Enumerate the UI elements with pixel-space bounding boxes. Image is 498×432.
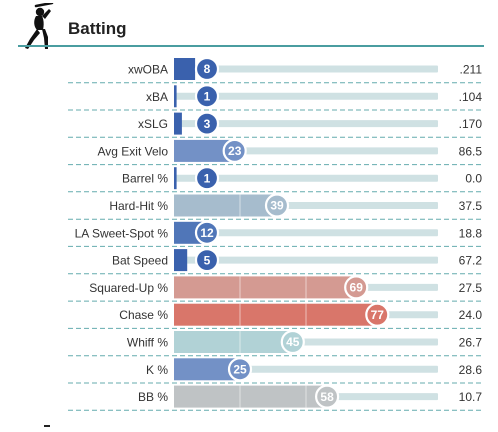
percentile-bubble	[264, 193, 290, 218]
percentile-bar	[174, 276, 357, 299]
percentile-bubble	[194, 166, 220, 191]
percentile-bubble	[222, 138, 247, 163]
percentile-label: 45	[286, 335, 300, 349]
metric-label: LA Sweet-Spot %	[75, 226, 169, 240]
percentile-track	[174, 229, 438, 237]
percentile-label: 5	[204, 253, 211, 267]
percentile-bubble	[194, 84, 220, 109]
metric-label: xSLG	[138, 117, 168, 131]
percentile-label: 69	[350, 281, 364, 295]
metric-label: Bat Speed	[112, 254, 168, 268]
percentile-label: 1	[204, 90, 211, 104]
percentile-label: 3	[204, 117, 211, 131]
percentile-label: 77	[371, 308, 385, 322]
percentile-bubble	[194, 111, 220, 136]
percentile-label: 39	[270, 199, 284, 213]
batter-icon	[25, 3, 54, 49]
percentile-bar	[174, 331, 293, 353]
percentile-bar	[174, 358, 240, 381]
percentile-bubble	[194, 56, 220, 82]
metric-value: 10.7	[459, 390, 483, 404]
percentile-bubble	[227, 357, 253, 382]
percentile-track	[174, 256, 438, 264]
metric-label: Whiff %	[127, 336, 168, 350]
metric-value: 28.6	[459, 363, 483, 377]
percentile-bubble	[280, 329, 305, 355]
percentile-bar	[174, 85, 177, 108]
metric-value: 67.2	[459, 254, 483, 268]
percentile-track	[174, 65, 438, 73]
metric-value: 0.0	[465, 172, 482, 186]
metric-label: K %	[146, 363, 168, 377]
metric-value: 24.0	[459, 308, 483, 322]
percentile-bar	[174, 249, 188, 272]
percentile-label: 25	[233, 363, 247, 377]
metric-value: 27.5	[459, 281, 483, 295]
metric-value: 18.8	[459, 226, 483, 240]
metric-label: Hard-Hit %	[109, 199, 168, 213]
percentile-bar	[174, 303, 378, 326]
percentile-bubble	[344, 275, 369, 300]
metric-value: .170	[459, 117, 483, 131]
percentile-bar	[174, 167, 177, 190]
metric-value: 26.7	[459, 336, 483, 350]
section-title: Batting	[68, 19, 127, 38]
percentile-track	[174, 120, 438, 128]
percentile-label: 58	[320, 390, 334, 404]
percentile-bar	[174, 58, 196, 80]
footer-mark	[44, 425, 50, 427]
metric-value: 86.5	[459, 144, 483, 158]
percentile-track	[174, 174, 438, 182]
metric-label: Squared-Up %	[89, 281, 168, 295]
metric-label: Avg Exit Velo	[98, 144, 169, 158]
section-header: Batting	[0, 0, 498, 52]
percentile-label: 8	[204, 62, 211, 76]
percentile-bar	[174, 139, 235, 162]
metric-value: .104	[459, 90, 483, 104]
percentile-bar	[174, 194, 277, 217]
percentile-bubble	[315, 384, 340, 409]
metric-value: 37.5	[459, 199, 483, 213]
percentile-bubble	[194, 248, 220, 273]
percentile-bar	[174, 385, 328, 408]
header-rule	[18, 45, 484, 47]
metric-label: Barrel %	[122, 172, 168, 186]
percentile-label: 12	[200, 226, 214, 240]
metric-label: Chase %	[119, 308, 168, 322]
percentile-label: 1	[204, 171, 211, 185]
percentile-label: 23	[228, 144, 242, 158]
metric-label: xBA	[146, 90, 168, 104]
percentile-bubble	[194, 220, 220, 245]
metric-label: xwOBA	[128, 63, 168, 77]
metric-label: BB %	[138, 390, 168, 404]
percentile-track	[174, 92, 438, 100]
percentile-bar	[174, 112, 182, 135]
metric-value: .211	[460, 63, 483, 77]
percentile-bubble	[365, 302, 390, 327]
